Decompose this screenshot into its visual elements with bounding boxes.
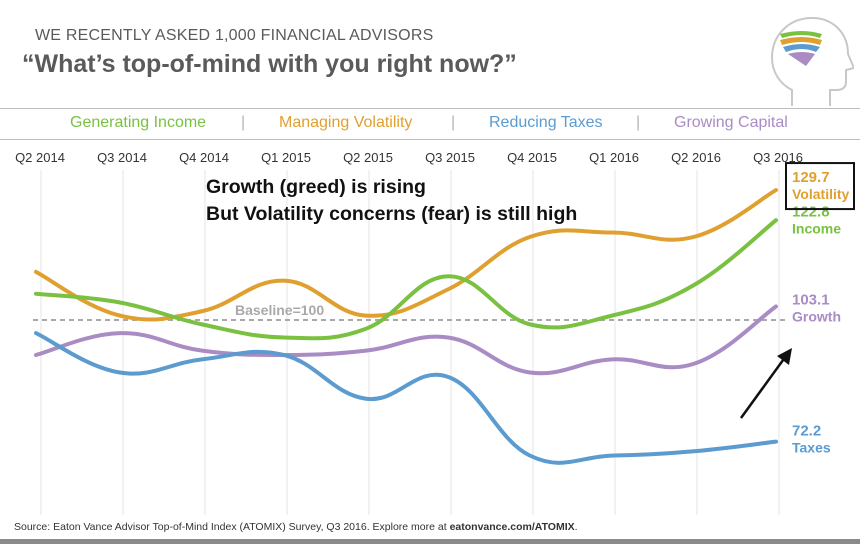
legend-divider xyxy=(0,139,860,140)
legend-growth: Growing Capital xyxy=(674,114,788,131)
headline: “What’s top-of-mind with you right now?” xyxy=(22,50,517,78)
annotation-line-2: But Volatility concerns (fear) is still … xyxy=(206,203,578,225)
end-value-label: 103.1 xyxy=(792,291,830,308)
legend-income: Generating Income xyxy=(70,114,207,131)
end-series-label: Income xyxy=(792,220,841,236)
series-line-income xyxy=(34,218,778,341)
end-value-label: 122.8 xyxy=(792,203,830,220)
arrow-shaft xyxy=(739,355,788,419)
x-tick-label: Q4 2015 xyxy=(507,150,557,165)
end-series-label: Growth xyxy=(792,308,841,324)
x-tick-label: Q2 2016 xyxy=(671,150,721,165)
chart-legend: Generating Income | Managing Volatility … xyxy=(0,114,860,136)
x-tick-label: Q1 2016 xyxy=(589,150,639,165)
end-series-label: Volatility xyxy=(792,186,850,202)
annotation-line-1: Growth (greed) is rising xyxy=(206,176,426,198)
x-tick-label: Q3 2016 xyxy=(753,150,803,165)
end-value-label: 72.2 xyxy=(792,423,821,440)
x-tick-label: Q2 2015 xyxy=(343,150,393,165)
end-series-label: Taxes xyxy=(792,440,831,456)
volatility-highlight-box xyxy=(785,162,855,211)
source-prefix: Source: Eaton Vance Advisor Top-of-Mind … xyxy=(14,521,450,533)
x-tick-label: Q2 2014 xyxy=(15,150,65,165)
legend-taxes: Reducing Taxes xyxy=(489,114,603,131)
source-note: Source: Eaton Vance Advisor Top-of-Mind … xyxy=(14,521,578,533)
x-tick-label: Q4 2014 xyxy=(179,150,229,165)
x-tick-label: Q3 2014 xyxy=(97,150,147,165)
legend-separator: | xyxy=(636,114,641,131)
legend-separator: | xyxy=(241,114,246,131)
end-value-label: 129.7 xyxy=(792,169,830,186)
kicker-text: WE RECENTLY ASKED 1,000 FINANCIAL ADVISO… xyxy=(35,27,434,44)
x-tick-label: Q3 2015 xyxy=(425,150,475,165)
chart-annotation: Growth (greed) is rising But Volatility … xyxy=(206,174,577,228)
baseline-label: Baseline=100 xyxy=(235,302,324,318)
series-line-taxes xyxy=(34,331,778,465)
legend-volatility: Managing Volatility xyxy=(279,114,413,131)
arrow-head-icon xyxy=(777,348,792,365)
head-profile-icon xyxy=(770,16,854,106)
x-axis-labels: Q2 2014 Q3 2014 Q4 2014 Q1 2015 Q2 2015 Q3 20… xyxy=(0,150,860,168)
legend-separator: | xyxy=(451,114,456,131)
footer-bar xyxy=(0,539,860,544)
source-link[interactable]: eatonvance.com/ATOMIX xyxy=(449,521,575,533)
x-tick-label: Q1 2015 xyxy=(261,150,311,165)
series-line-volatility xyxy=(34,188,778,322)
source-suffix: . xyxy=(574,521,578,533)
series-line-growth xyxy=(34,304,778,376)
header-divider xyxy=(0,108,860,109)
